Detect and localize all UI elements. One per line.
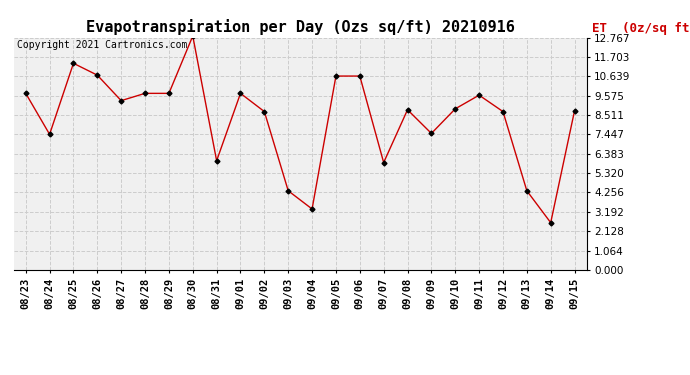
- Text: ET  (0z/sq ft): ET (0z/sq ft): [592, 22, 690, 35]
- Title: Evapotranspiration per Day (Ozs sq/ft) 20210916: Evapotranspiration per Day (Ozs sq/ft) 2…: [86, 19, 515, 35]
- Text: Copyright 2021 Cartronics.com: Copyright 2021 Cartronics.com: [17, 40, 187, 50]
